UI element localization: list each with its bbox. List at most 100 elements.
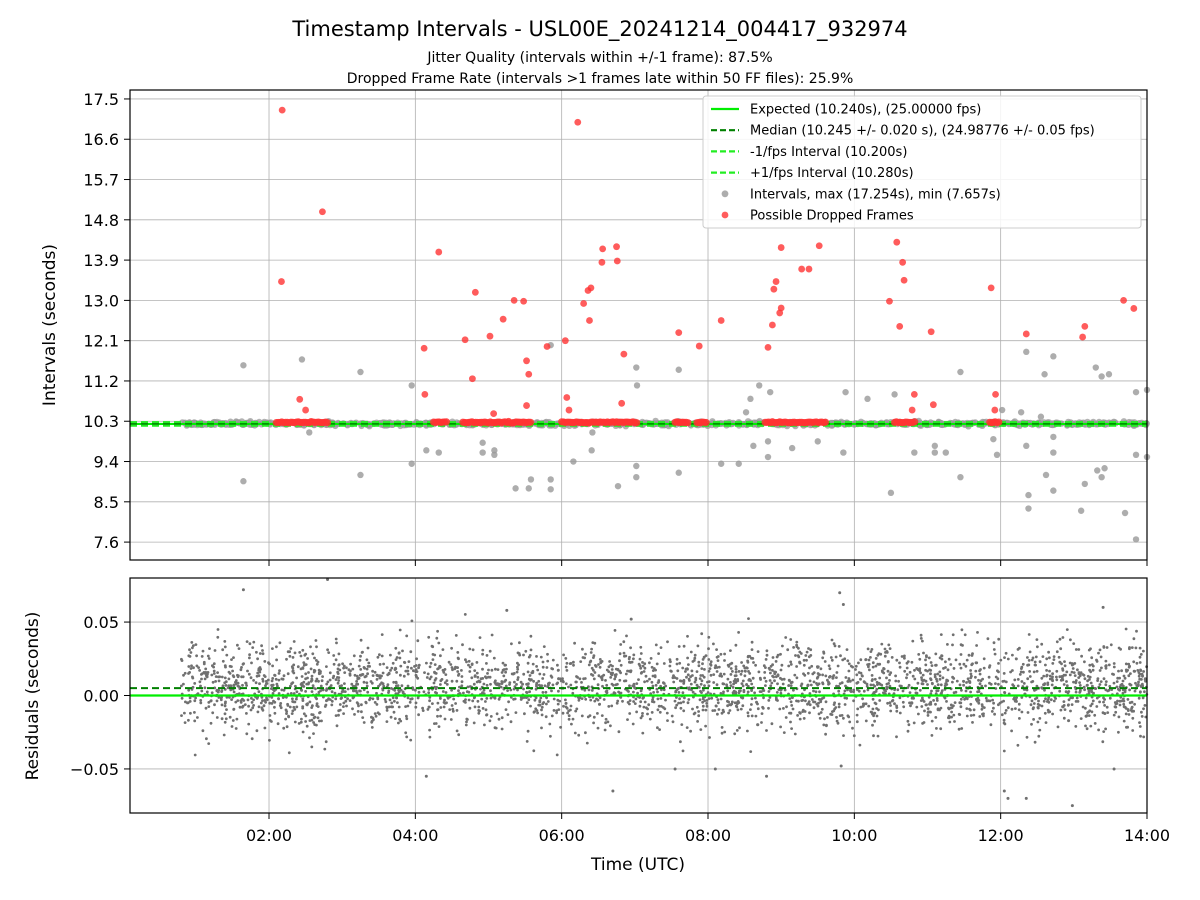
interval-point (1023, 442, 1030, 450)
residual-point (930, 719, 934, 723)
residual-point (270, 687, 273, 690)
y-tick-label: 11.2 (83, 372, 119, 391)
residual-point (475, 661, 479, 664)
residual-point (241, 705, 244, 709)
residual-point (385, 706, 389, 710)
legend-box (702, 95, 1142, 229)
residual-point (217, 675, 220, 679)
dropped-frame-point (987, 284, 995, 292)
residual-point (282, 726, 286, 730)
residual-point (869, 683, 873, 687)
residual-point (570, 722, 573, 726)
residual-point (675, 688, 679, 691)
residual-point (368, 698, 371, 702)
residual-point (1044, 721, 1048, 724)
residual-point (468, 647, 472, 651)
residual-point (210, 673, 214, 677)
residual-point (708, 667, 712, 670)
residuals-panel: 02:00 04:00 06:00 08:00 10:00 12:00 14:00−0.05… (70, 577, 1170, 845)
dropped-frame-point (772, 278, 780, 285)
residual-point (302, 712, 306, 716)
residual-point (315, 677, 319, 681)
residual-point (414, 668, 418, 671)
residual-point (852, 688, 856, 692)
residual-point (302, 661, 306, 664)
residual-point (204, 671, 208, 674)
residual-point (935, 699, 939, 702)
residual-point (882, 691, 885, 695)
residual-point (315, 697, 318, 701)
residual-point (689, 675, 692, 679)
residual-point (739, 689, 742, 693)
residual-point (856, 707, 860, 711)
residual-point (600, 714, 604, 717)
residual-point (1035, 684, 1039, 688)
residual-point (751, 657, 755, 660)
residual-point (602, 698, 606, 701)
residual-point (992, 648, 996, 651)
residual-point (464, 723, 468, 727)
residual-point (245, 732, 249, 736)
residual-point (989, 723, 993, 727)
residual-point (723, 730, 727, 734)
residual-point (739, 672, 743, 676)
residual-point (940, 689, 944, 692)
residual-point (664, 698, 667, 702)
residual-point (952, 667, 956, 670)
residual-point (802, 672, 805, 676)
residual-point (727, 700, 730, 704)
residual-point (711, 709, 715, 712)
residual-point (697, 664, 701, 668)
residual-point (700, 679, 704, 683)
interval-point (633, 382, 641, 389)
residual-point (898, 661, 901, 665)
residual-point (680, 723, 684, 726)
residual-point (357, 664, 361, 668)
residual-point (1006, 796, 1010, 800)
residual-point (761, 706, 765, 710)
residual-point (591, 674, 595, 677)
residual-point (497, 684, 501, 687)
residual-point (942, 667, 945, 670)
residual-point (722, 672, 726, 676)
residual-point (859, 658, 863, 662)
residual-point (867, 665, 870, 669)
residual-point (1126, 668, 1129, 672)
residual-point (489, 689, 492, 693)
residual-point (834, 706, 838, 709)
residual-point (1026, 663, 1029, 667)
residual-point (895, 709, 899, 713)
residual-point (703, 668, 706, 671)
residual-point (224, 700, 227, 704)
residual-point (569, 708, 572, 712)
residual-point (354, 684, 357, 688)
residual-point (632, 657, 635, 661)
residual-point (394, 666, 397, 670)
residual-point (1042, 674, 1046, 678)
residual-point (616, 699, 620, 703)
residual-point (398, 717, 401, 721)
residual-point (701, 704, 705, 708)
residual-point (584, 731, 587, 735)
residual-point (258, 682, 261, 686)
residual-point (682, 709, 686, 713)
residual-point (775, 691, 779, 694)
residual-point (609, 724, 612, 728)
residual-point (826, 716, 829, 719)
residual-point (729, 649, 732, 652)
residual-point (903, 656, 906, 660)
residual-point (467, 663, 470, 667)
residual-point (345, 666, 348, 670)
residual-point (451, 668, 454, 672)
residual-point (970, 663, 974, 667)
residual-point (927, 656, 931, 660)
residual-point (1104, 659, 1108, 663)
residual-point (950, 710, 953, 714)
residual-point (1111, 672, 1114, 676)
dropped-frame-point (278, 278, 285, 285)
residual-point (938, 677, 942, 681)
residual-point (654, 643, 658, 647)
residual-point (540, 708, 543, 712)
residual-point (1006, 706, 1010, 710)
residual-point (528, 654, 532, 657)
